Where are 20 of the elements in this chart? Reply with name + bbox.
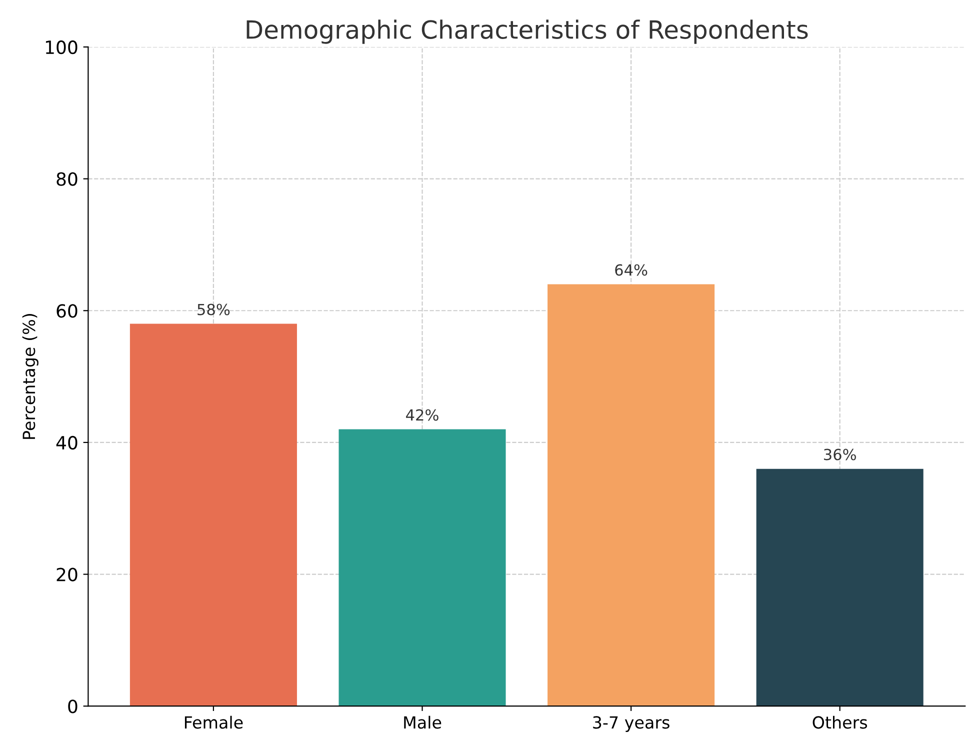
y-tick-label: 0 [68, 700, 78, 714]
y-tick-label: 80 [56, 172, 78, 186]
chart-title: Demographic Characteristics of Respondents [246, 20, 808, 44]
y-tick-label: 60 [56, 304, 78, 318]
y-tick-label: 100 [46, 40, 78, 54]
bar [338, 429, 506, 706]
y-tick-label: 20 [56, 568, 78, 582]
x-tick-label: 3-7 years [593, 716, 670, 732]
data-label: 36% [824, 448, 856, 460]
bar [548, 284, 715, 706]
x-tick-label: Male [404, 716, 442, 729]
x-tick-label: Others [812, 716, 868, 729]
y-axis-title: Percentage (%) [22, 314, 38, 439]
data-label: 42% [406, 409, 438, 421]
bar [130, 324, 297, 706]
data-label: 64% [615, 264, 648, 276]
bar [756, 468, 924, 706]
y-tick-label: 40 [56, 436, 78, 450]
x-tick-label: Female [184, 716, 243, 729]
data-label: 58% [198, 304, 230, 316]
